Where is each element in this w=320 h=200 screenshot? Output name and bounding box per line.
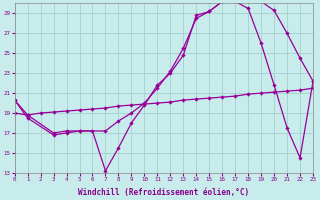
- X-axis label: Windchill (Refroidissement éolien,°C): Windchill (Refroidissement éolien,°C): [78, 188, 249, 197]
